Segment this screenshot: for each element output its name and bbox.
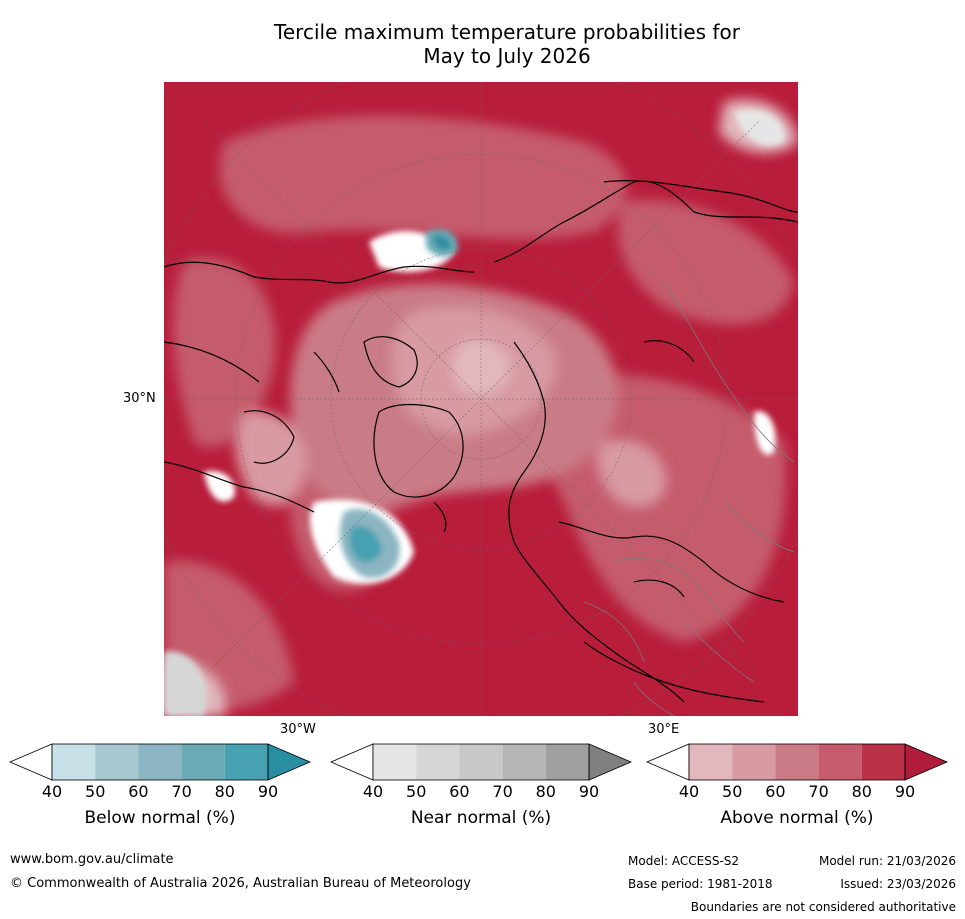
colorbar-tick-label: 90 — [578, 782, 600, 801]
colorbar-tick-label: 70 — [808, 782, 829, 801]
colorbar-tick-label: 90 — [894, 782, 916, 801]
chart-title: Tercile maximum temperature probabilitie… — [164, 20, 850, 68]
colorbar-tick-label: 60 — [128, 782, 149, 801]
colorbar-segment — [138, 744, 182, 780]
colorbar-segment — [732, 744, 776, 780]
colorbar-high-extend — [588, 743, 633, 781]
colorbar-tick-label: 70 — [171, 782, 192, 801]
footer-copyright: © Commonwealth of Australia 2026, Austra… — [10, 876, 471, 891]
colorbar-low-extend — [645, 743, 690, 781]
colorbar-tick-label: 40 — [362, 782, 384, 801]
base-period: Base period: 1981-2018 — [628, 877, 773, 891]
colorbar-tick-label: 50 — [85, 782, 106, 801]
colorbar-title-above-normal: Above normal (%) — [720, 808, 874, 828]
colorbar-outline — [372, 743, 590, 781]
colorbar-tick-label: 80 — [851, 782, 872, 801]
colorbar-title-below-normal: Below normal (%) — [84, 808, 236, 828]
colorbar-tick-label: 90 — [257, 782, 279, 801]
colorbar-outline — [51, 743, 269, 781]
colorbar-segment — [459, 744, 503, 780]
map-canvas — [164, 82, 798, 716]
country-borders — [583, 281, 795, 716]
lon-label-30e: 30°E — [648, 722, 680, 737]
title-line-2: May to July 2026 — [423, 44, 591, 68]
title-line-1: Tercile maximum temperature probabilitie… — [274, 20, 740, 44]
lat-label-30n: 30°N — [123, 391, 156, 406]
colorbar-segment — [181, 744, 225, 780]
colorbar-tick-label: 60 — [449, 782, 470, 801]
probability-map — [164, 82, 798, 716]
colorbar-svg-above-normal — [645, 743, 949, 781]
above-normal-moderate-zones — [164, 115, 794, 711]
colorbar-above-normal — [645, 743, 949, 781]
below-normal-zones — [340, 229, 459, 578]
issued-date: Issued: 23/03/2026 — [840, 877, 956, 891]
colorbar-tick-label: 80 — [535, 782, 556, 801]
footer-url: www.bom.gov.au/climate — [10, 852, 174, 867]
colorbar-tick-label: 70 — [492, 782, 513, 801]
model-name: Model: ACCESS-S2 — [628, 854, 740, 868]
colorbar-segment — [373, 744, 417, 780]
colorbar-tick-label: 40 — [678, 782, 700, 801]
colorbar-segment — [861, 744, 905, 780]
colorbar-tick-label: 50 — [722, 782, 743, 801]
colorbar-segment — [689, 744, 733, 780]
colorbar-tick-label: 80 — [214, 782, 235, 801]
model-run: Model run: 21/03/2026 — [818, 854, 956, 868]
colorbar-high-extend — [904, 743, 949, 781]
lon-label-30w: 30°W — [280, 722, 316, 737]
colorbar-near-normal — [329, 743, 633, 781]
colorbar-below-normal — [8, 743, 312, 781]
colorbar-segment — [545, 744, 589, 780]
colorbar-segment — [52, 744, 96, 780]
colorbar-high-extend — [267, 743, 312, 781]
graticule — [164, 82, 798, 716]
colorbar-segment — [95, 744, 139, 780]
colorbar-segment — [224, 744, 268, 780]
coastlines — [164, 180, 798, 703]
colorbar-svg-near-normal — [329, 743, 633, 781]
colorbar-low-extend — [8, 743, 53, 781]
colorbar-segment — [818, 744, 862, 780]
disclaimer: Boundaries are not considered authoritat… — [690, 900, 956, 914]
colorbar-title-near-normal: Near normal (%) — [410, 808, 552, 828]
colorbar-outline — [688, 743, 906, 781]
colorbar-tick-label: 40 — [41, 782, 63, 801]
colorbar-segment — [502, 744, 546, 780]
colorbar-tick-label: 60 — [765, 782, 786, 801]
colorbar-segment — [416, 744, 460, 780]
colorbar-tick-label: 50 — [406, 782, 427, 801]
colorbar-svg-below-normal — [8, 743, 312, 781]
colorbar-low-extend — [329, 743, 374, 781]
colorbar-segment — [775, 744, 819, 780]
